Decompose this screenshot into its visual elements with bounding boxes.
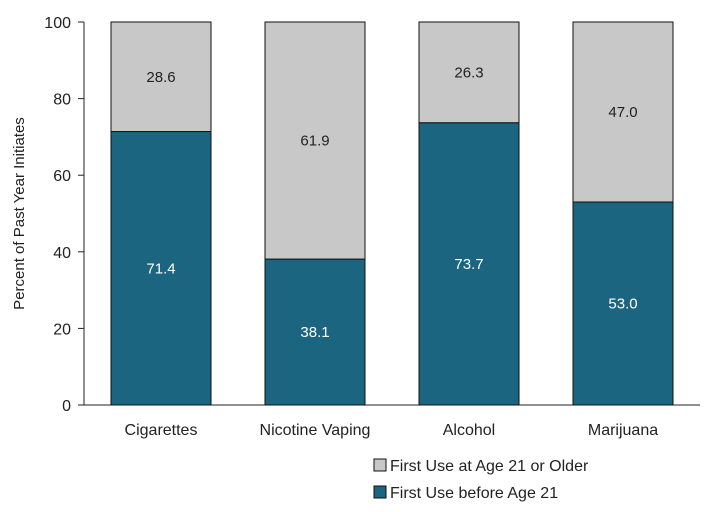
data-label: 61.9: [300, 133, 329, 150]
legend-label: First Use at Age 21 or Older: [390, 458, 589, 475]
bars-layer: [110, 21, 674, 406]
y-tick-label: 100: [44, 15, 71, 32]
data-label: 38.1: [300, 324, 329, 341]
bar-segment-age-21-or-older: [418, 21, 520, 124]
legend-swatch: [373, 485, 387, 499]
bar-segment-age-21-or-older: [110, 21, 212, 133]
y-tick-label: 0: [62, 398, 71, 415]
data-label: 47.0: [608, 104, 637, 121]
bar-segment-age-21-or-older: [264, 21, 366, 260]
bar-segment-before-21: [418, 122, 520, 406]
y-tick-label: 20: [53, 321, 71, 338]
bar-segment-before-21: [264, 258, 366, 406]
data-label: 53.0: [608, 296, 637, 313]
y-tick-label: 60: [53, 168, 71, 185]
legend-swatch: [373, 458, 387, 472]
axes-layer: 0 20 40 60 80 100 Percent of Past Year Initiat…: [11, 15, 700, 439]
x-tick-label: Marijuana: [588, 422, 658, 439]
data-label: 71.4: [146, 260, 175, 277]
x-tick-label: Alcohol: [443, 422, 495, 439]
data-label: 73.7: [454, 256, 483, 273]
legend-label: First Use before Age 21: [390, 485, 558, 502]
legend: First Use at Age 21 or Older First Use be…: [373, 458, 589, 502]
x-tick-label: Nicotine Vaping: [260, 422, 371, 439]
y-axis-title: Percent of Past Year Initiates: [11, 117, 28, 310]
data-label: 26.3: [454, 64, 483, 81]
data-label: 28.6: [146, 69, 175, 86]
labels-layer: 71.4 28.6 38.1 61.9 73.7 26.3 53.0 47.0: [146, 64, 637, 341]
x-tick-label: Cigarettes: [125, 422, 198, 439]
y-tick-label: 80: [53, 92, 71, 109]
bar-segment-before-21: [572, 201, 674, 406]
bar-segment-age-21-or-older: [572, 21, 674, 203]
y-tick-label: 40: [53, 245, 71, 262]
